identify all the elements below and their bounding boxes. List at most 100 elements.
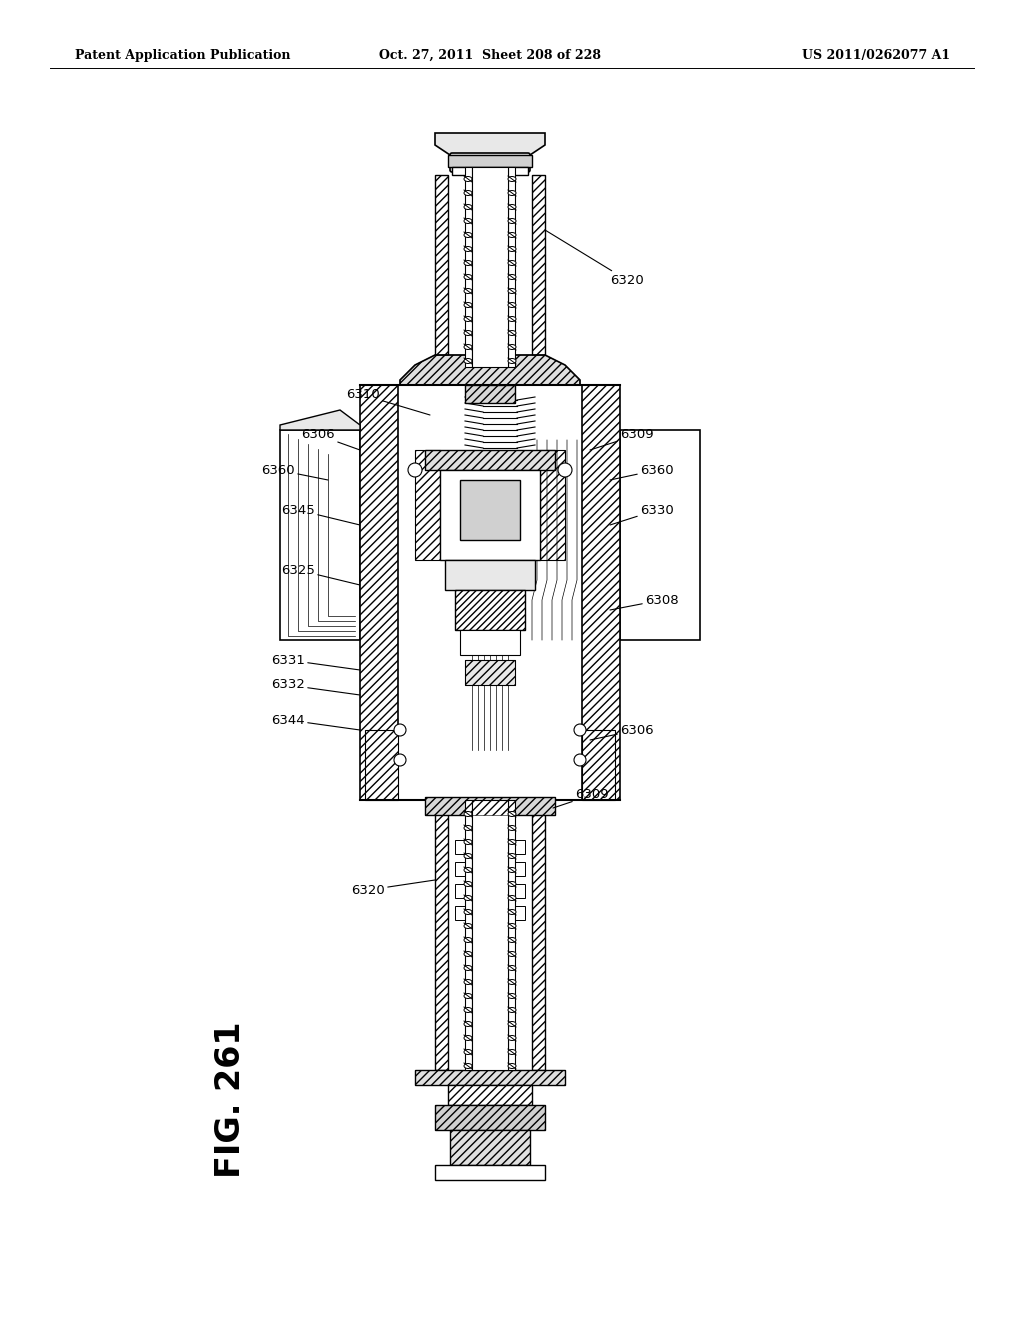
Bar [435, 1105, 545, 1130]
Bar [508, 168, 515, 367]
Text: 6309: 6309 [590, 429, 653, 450]
Bar [460, 630, 520, 655]
Ellipse shape [464, 232, 472, 238]
Ellipse shape [408, 463, 422, 477]
Bar [465, 385, 515, 403]
Text: 6360: 6360 [261, 463, 328, 480]
Bar [465, 660, 515, 685]
Polygon shape [400, 355, 580, 385]
Bar [435, 176, 449, 355]
Bar [449, 1085, 532, 1105]
Bar [425, 450, 555, 470]
Text: 6325: 6325 [282, 564, 360, 585]
Ellipse shape [508, 1022, 516, 1027]
Ellipse shape [508, 1007, 516, 1012]
Ellipse shape [464, 190, 472, 195]
Ellipse shape [464, 937, 472, 942]
Bar [455, 840, 525, 854]
Bar [582, 385, 620, 800]
Bar [465, 168, 472, 367]
Ellipse shape [508, 882, 516, 887]
Ellipse shape [464, 219, 472, 223]
Ellipse shape [508, 302, 516, 308]
Ellipse shape [508, 825, 516, 830]
Ellipse shape [508, 219, 516, 223]
Bar [532, 176, 545, 355]
Text: US 2011/0262077 A1: US 2011/0262077 A1 [802, 49, 950, 62]
Ellipse shape [508, 979, 516, 985]
Bar [532, 800, 545, 1071]
Text: Patent Application Publication: Patent Application Publication [75, 49, 291, 62]
Text: FIG. 261: FIG. 261 [213, 1022, 247, 1179]
Ellipse shape [464, 825, 472, 830]
Ellipse shape [464, 952, 472, 957]
Bar [449, 1085, 532, 1105]
Ellipse shape [508, 275, 516, 280]
Ellipse shape [464, 289, 472, 293]
Ellipse shape [464, 1035, 472, 1040]
FancyBboxPatch shape [450, 153, 530, 172]
Bar [532, 176, 545, 355]
Ellipse shape [464, 359, 472, 363]
Text: 6310: 6310 [346, 388, 430, 414]
Bar [365, 730, 398, 800]
Text: 6344: 6344 [271, 714, 360, 730]
Text: 6345: 6345 [282, 503, 360, 525]
Bar [455, 590, 525, 630]
Text: 6331: 6331 [271, 653, 360, 671]
Ellipse shape [464, 994, 472, 998]
Ellipse shape [508, 317, 516, 322]
Ellipse shape [574, 754, 586, 766]
Bar [508, 800, 515, 1071]
Bar [435, 1166, 545, 1180]
Bar [532, 800, 545, 1071]
Bar [455, 862, 525, 876]
Ellipse shape [464, 275, 472, 280]
Bar [435, 800, 449, 1071]
Ellipse shape [508, 994, 516, 998]
Ellipse shape [464, 345, 472, 350]
Text: 6308: 6308 [610, 594, 679, 610]
Text: 6306: 6306 [301, 429, 360, 450]
Ellipse shape [508, 840, 516, 845]
Ellipse shape [508, 854, 516, 858]
Ellipse shape [464, 247, 472, 252]
Text: 6320: 6320 [351, 880, 435, 896]
Ellipse shape [464, 812, 472, 817]
Bar [450, 1130, 530, 1166]
Ellipse shape [508, 1035, 516, 1040]
Ellipse shape [464, 1049, 472, 1055]
Ellipse shape [508, 190, 516, 195]
Bar [435, 176, 449, 355]
Text: 6306: 6306 [590, 723, 653, 741]
Ellipse shape [394, 754, 406, 766]
Bar [425, 797, 555, 814]
Bar [472, 168, 508, 367]
Text: 6320: 6320 [545, 230, 644, 286]
Bar [465, 660, 515, 685]
Ellipse shape [558, 463, 572, 477]
Ellipse shape [508, 330, 516, 335]
Ellipse shape [464, 882, 472, 887]
Text: 6330: 6330 [610, 503, 674, 525]
Bar [425, 797, 555, 814]
Ellipse shape [508, 232, 516, 238]
Ellipse shape [508, 965, 516, 970]
Ellipse shape [508, 205, 516, 210]
Bar [449, 154, 532, 168]
Ellipse shape [464, 840, 472, 845]
Ellipse shape [574, 723, 586, 737]
Ellipse shape [508, 909, 516, 915]
Bar [415, 1071, 565, 1085]
Ellipse shape [508, 247, 516, 252]
Ellipse shape [464, 330, 472, 335]
Ellipse shape [464, 317, 472, 322]
Bar [280, 430, 360, 640]
Ellipse shape [464, 177, 472, 181]
Text: 6309: 6309 [553, 788, 608, 808]
Ellipse shape [464, 965, 472, 970]
Ellipse shape [508, 289, 516, 293]
Bar [435, 800, 449, 1071]
Ellipse shape [464, 260, 472, 265]
Ellipse shape [464, 979, 472, 985]
